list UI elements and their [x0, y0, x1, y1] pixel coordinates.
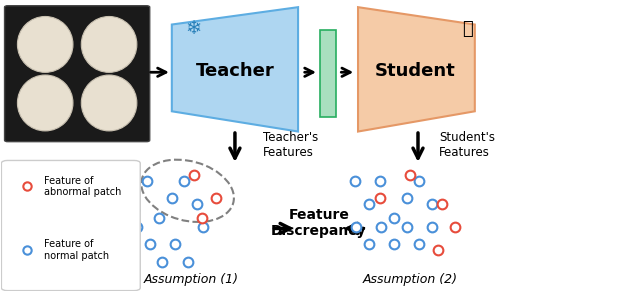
Text: Teacher: Teacher	[195, 62, 275, 80]
Ellipse shape	[17, 16, 73, 72]
FancyBboxPatch shape	[1, 161, 140, 291]
Text: Feature
Discrepancy: Feature Discrepancy	[271, 208, 366, 238]
Text: Teacher's
Features: Teacher's Features	[263, 131, 319, 159]
Text: ❄: ❄	[186, 19, 202, 38]
Text: Assumption (2): Assumption (2)	[363, 273, 458, 286]
Text: Student: Student	[375, 62, 455, 80]
Text: Feature of
normal patch: Feature of normal patch	[44, 239, 110, 261]
Text: Feature of
abnormal patch: Feature of abnormal patch	[44, 176, 122, 197]
Text: 🔥: 🔥	[462, 20, 472, 38]
Text: Student's
Features: Student's Features	[439, 131, 495, 159]
Bar	[320, 30, 336, 117]
Ellipse shape	[81, 75, 137, 131]
FancyBboxPatch shape	[4, 6, 150, 142]
Ellipse shape	[81, 16, 137, 72]
Polygon shape	[172, 7, 298, 131]
Ellipse shape	[17, 75, 73, 131]
Polygon shape	[358, 7, 475, 131]
Text: Assumption (1): Assumption (1)	[143, 273, 238, 286]
